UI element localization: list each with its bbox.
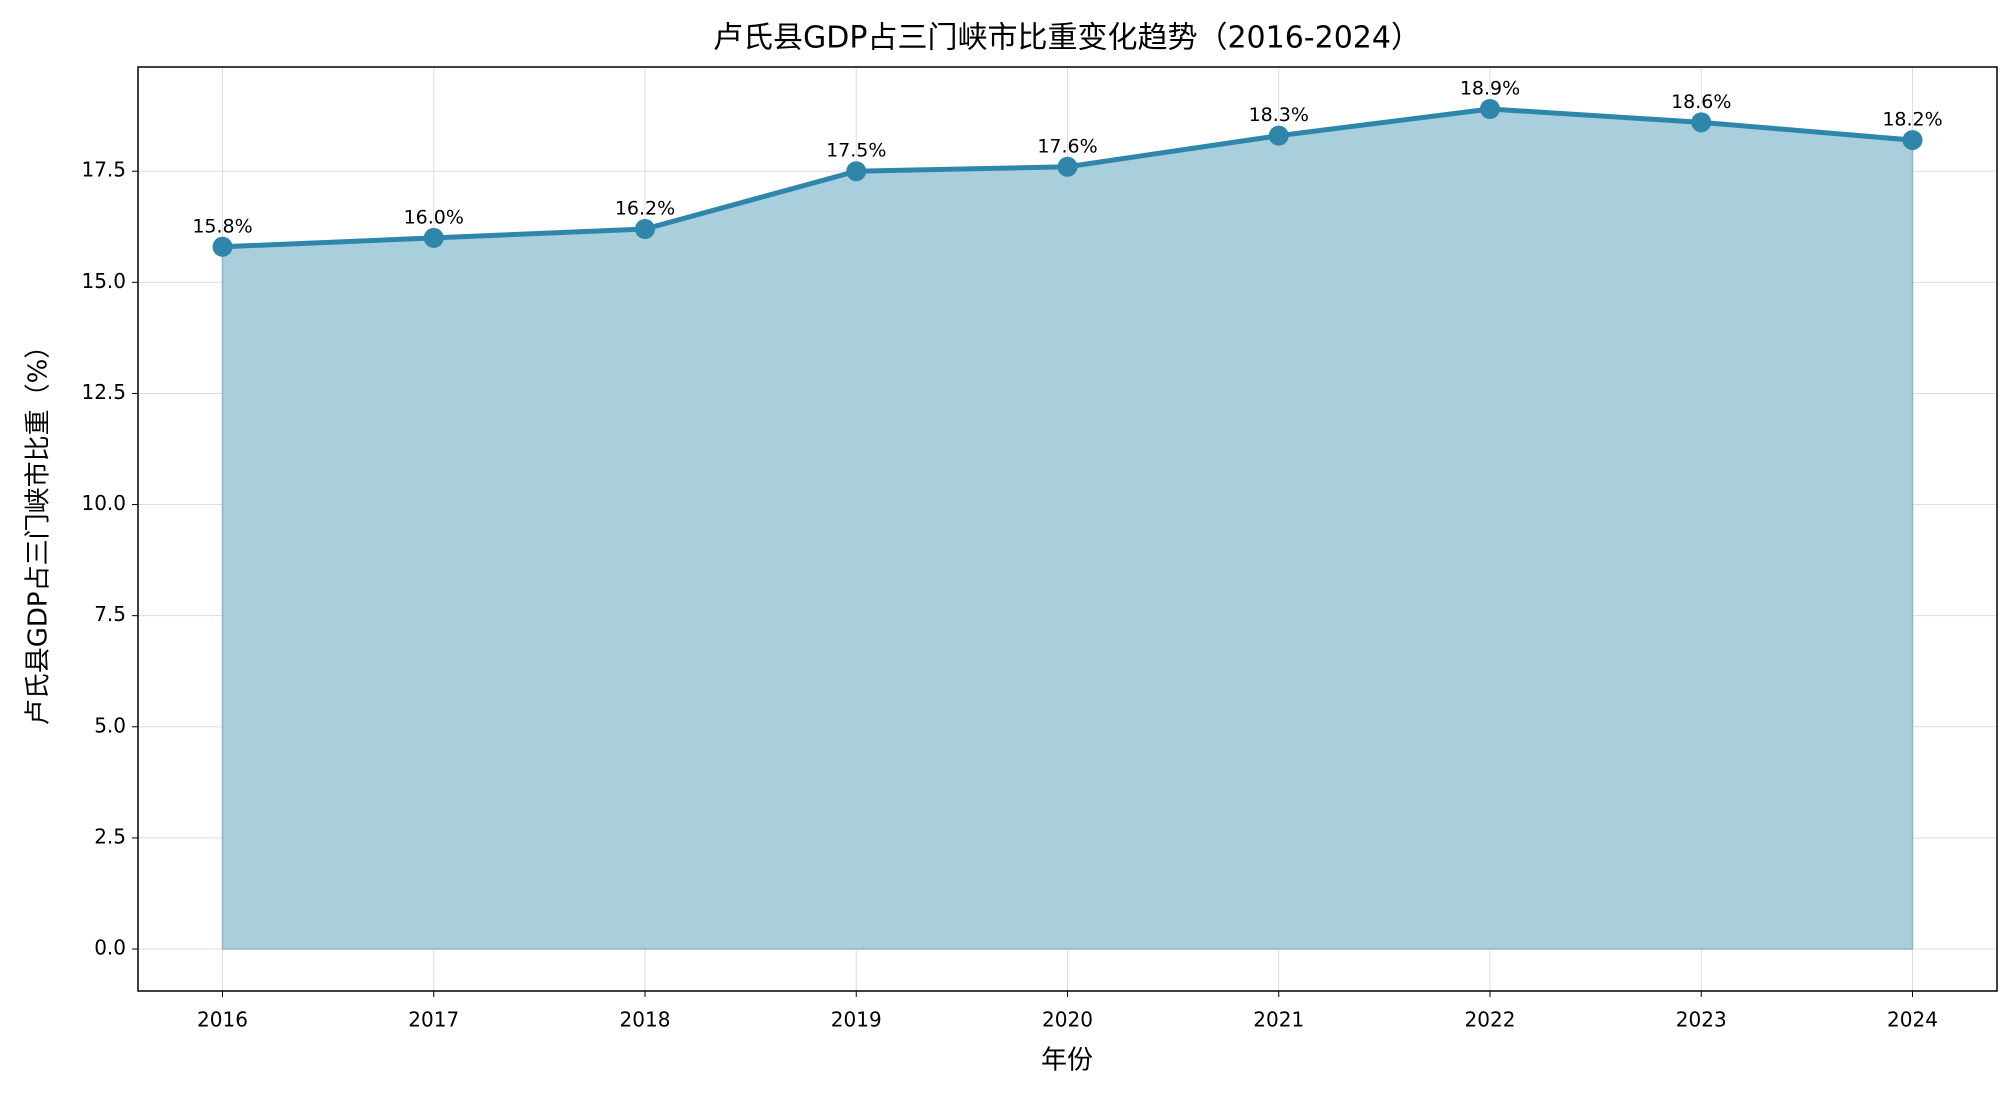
point <box>1691 112 1712 133</box>
data-label: 18.9% <box>1460 78 1520 100</box>
y-tick-label: 5.0 <box>94 713 126 737</box>
data-label: 15.8% <box>192 215 252 237</box>
y-tick-label: 2.5 <box>94 824 126 848</box>
point <box>1902 130 1923 151</box>
x-tick-label: 2018 <box>620 1008 671 1032</box>
point <box>212 236 233 257</box>
x-tick-label: 2021 <box>1253 1008 1304 1032</box>
point <box>846 161 867 182</box>
chart-title: 卢氏县GDP占三门峡市比重变化趋势（2016-2024） <box>713 21 1421 56</box>
data-label: 18.2% <box>1882 109 1942 131</box>
x-tick-label: 2023 <box>1676 1008 1727 1032</box>
y-tick-label: 17.5 <box>81 158 126 182</box>
y-tick-label: 15.0 <box>81 269 126 293</box>
x-tick-label: 2022 <box>1465 1008 1516 1032</box>
y-tick-label: 0.0 <box>94 936 126 960</box>
y-tick-label: 12.5 <box>81 380 126 404</box>
point <box>635 219 655 239</box>
point <box>1057 156 1078 177</box>
point <box>1268 125 1289 146</box>
x-tick-label: 2020 <box>1042 1008 1093 1032</box>
data-label: 18.3% <box>1249 104 1309 126</box>
x-axis-label: 年份 <box>1041 1046 1093 1076</box>
plot-frame <box>137 66 1998 992</box>
x-tick-label: 2017 <box>408 1008 459 1032</box>
data-label: 17.5% <box>826 140 886 162</box>
y-tick-label: 10.0 <box>81 491 126 515</box>
x-tick-label: 2016 <box>197 1008 248 1032</box>
data-label: 16.2% <box>615 198 675 220</box>
data-label: 16.0% <box>404 206 464 228</box>
y-tick-label: 7.5 <box>94 602 126 626</box>
x-tick-label: 2019 <box>831 1008 882 1032</box>
data-label: 18.6% <box>1671 91 1731 113</box>
point <box>1480 99 1500 119</box>
data-label: 17.6% <box>1037 135 1097 157</box>
point <box>423 227 444 248</box>
y-axis-label: 卢氏县GDP占三门峡市比重（%） <box>24 333 54 726</box>
x-tick-label: 2024 <box>1887 1008 1938 1032</box>
